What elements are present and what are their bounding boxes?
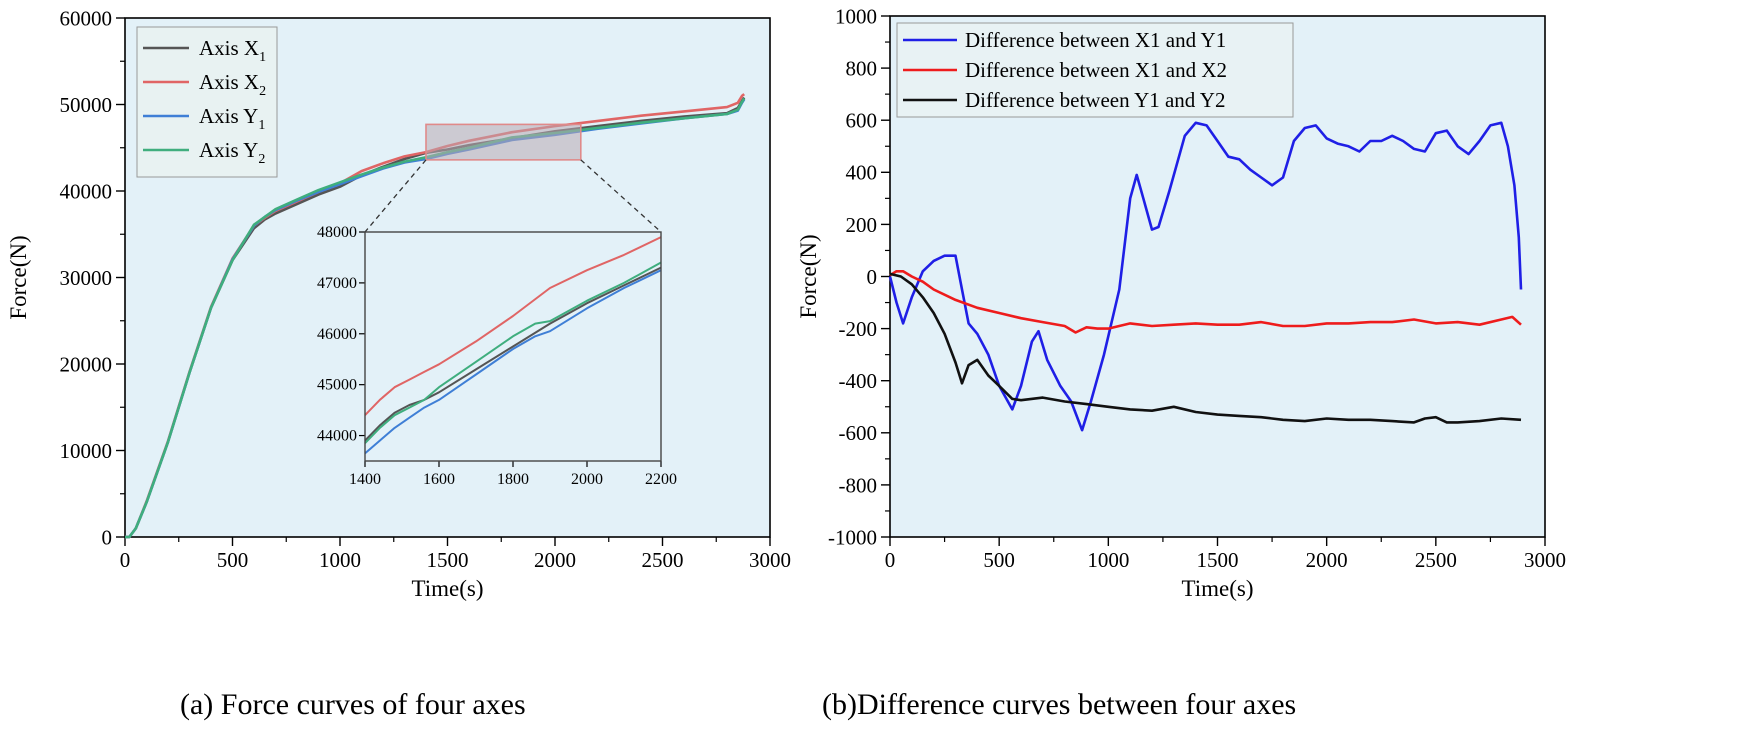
b-ytick-label: 800 xyxy=(846,56,878,80)
a-inset-ytick-label: 47000 xyxy=(317,275,357,292)
a-xtick-label: 1500 xyxy=(427,548,469,572)
a-inset-ytick-label: 46000 xyxy=(317,326,357,343)
a-legend-subscript: 2 xyxy=(259,84,266,99)
a-xtick-label: 2500 xyxy=(642,548,684,572)
a-series-y2 xyxy=(125,97,746,539)
a-ytick-label: 30000 xyxy=(60,266,113,290)
a-inset-xtick-label: 1600 xyxy=(423,471,455,488)
a-xlabel: Time(s) xyxy=(412,576,484,601)
b-ytick-label: -1000 xyxy=(828,525,877,549)
a-inset-xtick-label: 2200 xyxy=(645,471,677,488)
b-xtick-label: 2500 xyxy=(1415,548,1457,572)
b-ytick-label: 1000 xyxy=(835,4,877,28)
b-xtick-label: 1000 xyxy=(1087,548,1129,572)
a-inset-series-y2 xyxy=(364,261,662,444)
b-xtick-label: 0 xyxy=(885,548,896,572)
a-legend-subscript: 2 xyxy=(258,152,265,167)
a-inset-series-x1 xyxy=(364,266,662,442)
a-inset-xtick-label: 1800 xyxy=(497,471,529,488)
a-ytick-label: 40000 xyxy=(60,179,113,203)
b-ytick-label: 600 xyxy=(846,109,878,133)
chart-a-force-curves: 0 500 1000 1500 2000 2500 30000100002000030000… xyxy=(6,6,791,601)
a-inset-ytick-label: 45000 xyxy=(317,377,357,394)
b-series-diff_y1y2 xyxy=(889,272,1522,424)
a-legend-subscript: 1 xyxy=(259,50,266,65)
a-inset-xtick-label: 1400 xyxy=(349,471,381,488)
b-ytick-label: 200 xyxy=(846,213,878,237)
a-inset-series-y1 xyxy=(364,269,662,455)
a-legend-box xyxy=(136,26,278,178)
b-ytick-label: 0 xyxy=(867,265,878,289)
b-series-diff_x1y1 xyxy=(888,121,1523,432)
b-ytick-label: -600 xyxy=(839,421,878,445)
a-xtick-label: 0 xyxy=(120,548,131,572)
a-frame xyxy=(124,17,771,538)
a-ytick-label: 50000 xyxy=(60,93,113,117)
b-xtick-label: 3000 xyxy=(1524,548,1566,572)
a-inset-frame xyxy=(364,231,662,462)
b-xlabel: Time(s) xyxy=(1182,576,1254,601)
a-xtick-label: 2000 xyxy=(534,548,576,572)
caption-a: (a) Force curves of four axes xyxy=(180,688,526,721)
a-zoom-connector-left xyxy=(364,159,427,233)
b-legend-box xyxy=(896,22,1294,118)
b-ytick-label: -400 xyxy=(839,369,878,393)
b-series-diff_x1x2 xyxy=(889,270,1522,334)
a-ytick-label: 60000 xyxy=(60,6,113,30)
a-xtick-label: 3000 xyxy=(749,548,791,572)
b-legend-label-diff_x1y1: Difference between X1 and Y1 xyxy=(965,28,1226,52)
b-legend-label-diff_x1x2: Difference between X1 and X2 xyxy=(965,58,1227,82)
b-legend-label-diff_y1y2: Difference between Y1 and Y2 xyxy=(965,88,1225,112)
a-legend-subscript: 1 xyxy=(258,118,265,133)
b-xtick-label: 500 xyxy=(983,548,1015,572)
a-xtick-label: 500 xyxy=(217,548,249,572)
a-ytick-label: 20000 xyxy=(60,352,113,376)
b-xtick-label: 2000 xyxy=(1306,548,1348,572)
b-ytick-label: -200 xyxy=(839,317,878,341)
a-inset-series-x2 xyxy=(364,236,662,416)
b-ylabel: Force(N) xyxy=(796,234,821,318)
b-xtick-label: 1500 xyxy=(1197,548,1239,572)
a-inset-xtick-label: 2000 xyxy=(571,471,603,488)
caption-b: (b)Difference curves between four axes xyxy=(822,688,1297,721)
a-inset-ytick-label: 44000 xyxy=(317,428,357,445)
chart-b-difference-curves: 0 500 1000 1500 2000 2500 3000-1000-800-600-40… xyxy=(796,4,1566,601)
a-xtick-label: 1000 xyxy=(319,548,361,572)
a-ytick-label: 10000 xyxy=(60,439,113,463)
a-zoom-box xyxy=(425,123,582,161)
a-inset-ytick-label: 48000 xyxy=(317,224,357,241)
a-ylabel: Force(N) xyxy=(6,235,31,319)
a-ytick-label: 0 xyxy=(102,525,113,549)
b-ytick-label: -800 xyxy=(839,473,878,497)
b-ytick-label: 400 xyxy=(846,161,878,185)
